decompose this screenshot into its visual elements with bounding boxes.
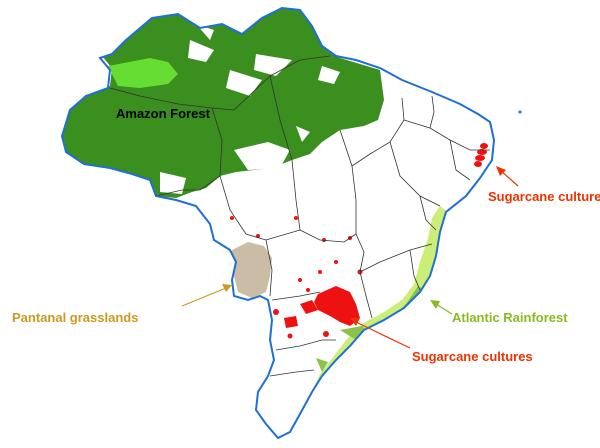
pantanal-grasslands-region: [230, 242, 272, 298]
label-pantanal-grasslands: Pantanal grasslands: [12, 310, 138, 325]
amazon-clearing: [160, 24, 340, 194]
sugarcane-cluster-northeast: [474, 143, 488, 167]
amazon-light-patch: [108, 58, 178, 88]
island-dot: [518, 110, 522, 114]
arrow-atlantic: [430, 300, 453, 315]
arrow-sugarcane-se: [350, 318, 411, 349]
label-atlantic-rainforest: Atlantic Rainforest: [452, 310, 568, 325]
arrow-pantanal: [181, 284, 232, 307]
brazil-outline: [60, 6, 496, 440]
amazon-forest-region: [62, 8, 384, 198]
label-amazon-forest: Amazon Forest: [116, 106, 211, 121]
arrow-sugarcane-ne: [496, 166, 519, 187]
label-sugarcane-southeast: Sugarcane cultures: [412, 349, 533, 364]
state-borders: [109, 55, 490, 377]
label-sugarcane-northeast: Sugarcane cultures: [488, 189, 600, 204]
